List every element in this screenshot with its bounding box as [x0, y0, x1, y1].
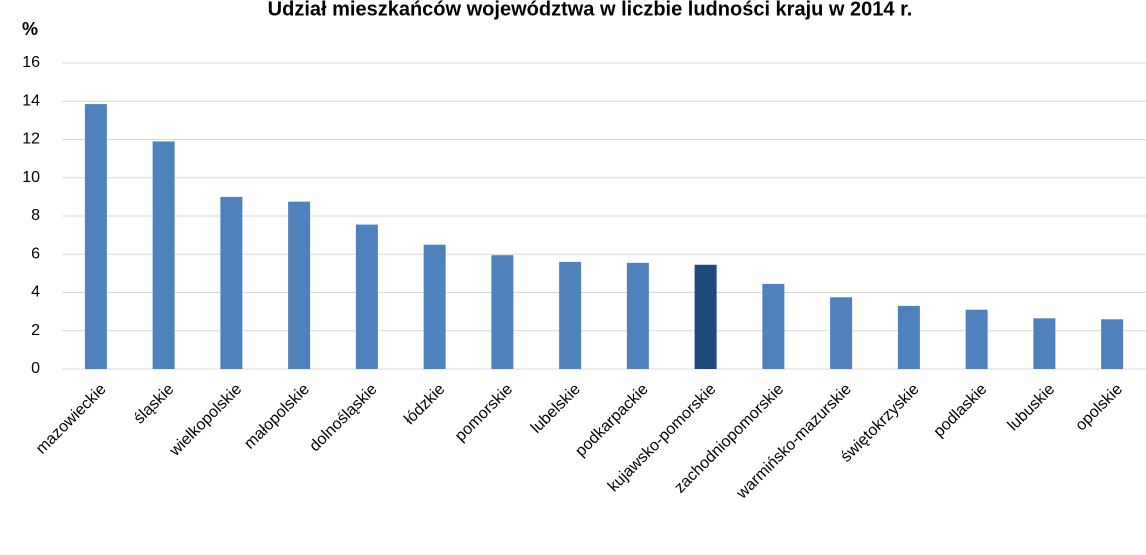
- bar: [626, 262, 649, 369]
- bar: [491, 255, 514, 369]
- y-tick-label: 12: [22, 131, 40, 148]
- x-tick-label: dolnośląskie: [306, 381, 380, 455]
- x-tick-label: lubelskie: [528, 381, 584, 437]
- x-tick-label: wielkopolskie: [166, 381, 245, 460]
- y-tick-label: 8: [31, 207, 40, 224]
- x-tick-label: małopolskie: [241, 381, 313, 453]
- y-tick-label: 4: [31, 284, 40, 301]
- bar: [762, 283, 785, 369]
- bar: [694, 264, 717, 369]
- bar: [220, 196, 243, 369]
- bar: [830, 297, 853, 369]
- y-tick-label: 16: [22, 54, 40, 71]
- bar: [355, 224, 378, 369]
- bar: [152, 141, 175, 369]
- y-tick-label: 10: [22, 169, 40, 186]
- y-tick-label: 6: [31, 245, 40, 262]
- bar: [559, 261, 582, 369]
- bar: [84, 104, 107, 370]
- chart-title: Udział mieszkańców województwa w liczbie…: [268, 0, 913, 20]
- x-tick-label: łódzkie: [401, 381, 448, 428]
- x-tick-label: warmińsko-mazurskie: [733, 381, 855, 503]
- y-tick-label: 14: [22, 92, 40, 109]
- bar: [1101, 319, 1124, 369]
- y-tick-label: 0: [31, 360, 40, 377]
- x-tick-label: śląskie: [131, 381, 178, 428]
- y-tick-label: 2: [31, 322, 40, 339]
- bar: [288, 201, 311, 369]
- y-axis-label: %: [22, 19, 38, 39]
- x-tick-label: podlaskie: [931, 381, 991, 441]
- x-tick-label: pomorskie: [452, 381, 516, 445]
- bar: [897, 305, 920, 369]
- x-tick-label: opolskie: [1072, 381, 1126, 435]
- bar: [1033, 318, 1056, 369]
- bar: [423, 244, 446, 369]
- x-tick-label: lubuskie: [1005, 381, 1059, 435]
- x-tick-label: mazowieckie: [33, 381, 110, 458]
- bar: [965, 309, 988, 369]
